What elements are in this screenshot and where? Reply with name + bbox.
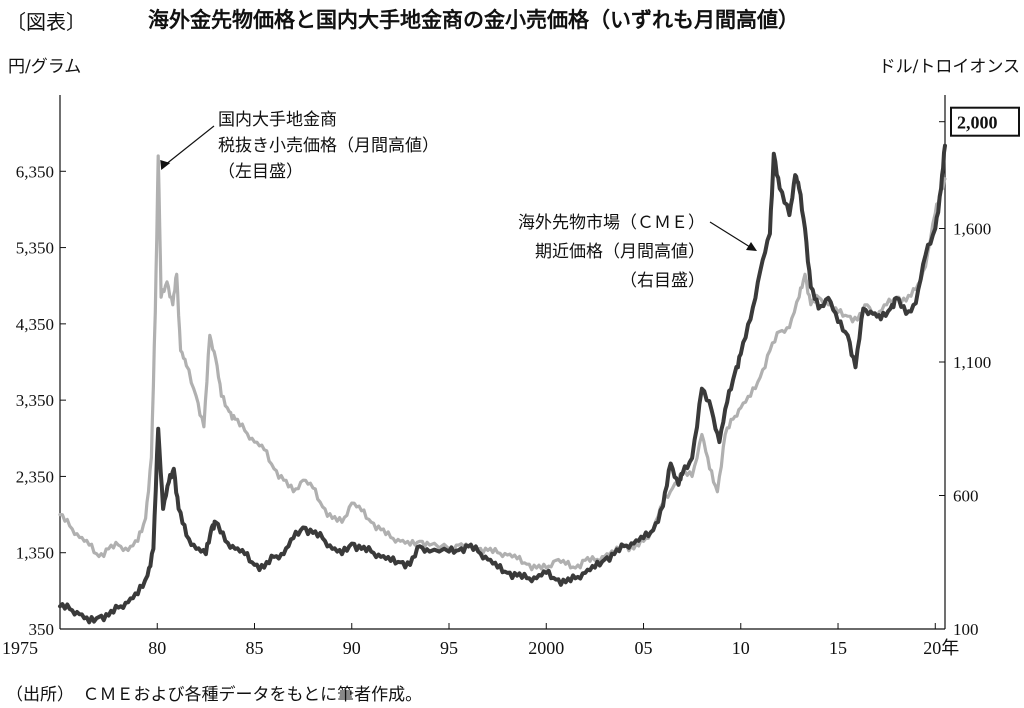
x-tick-label: 80 [148,638,166,658]
series-label-domestic: （左目盛） [218,162,303,181]
arrowhead-cme [746,242,757,251]
series-label-cme: 海外先物市場（ＣＭＥ） [518,213,705,232]
left-tick-label: 6,350 [16,162,54,181]
left-tick-label: 2,350 [16,467,54,486]
series-label-domestic: 税抜き小売価格（月間高値） [218,136,439,155]
source-note: （出所） ＣＭＥおよび各種データをもとに筆者作成。 [6,685,423,705]
x-tick-label: 1975 [2,638,38,658]
axes-layer: 350 1,350 2,350 3,350 4,350 5,350 6,350 100 600 1… [2,95,1020,658]
x-tick-label: 15 [829,638,847,658]
right-tick-label: 100 [953,620,979,639]
left-tick-label: 350 [29,620,55,639]
x-tick-label: 10 [732,638,750,658]
x-tick-label: 85 [246,638,264,658]
domestic-retail-price-line [58,154,947,572]
series-label-cme: 期近価格（月間高値） [535,242,705,261]
right-tick-label: 600 [953,487,979,506]
left-tick-label: 3,350 [16,391,54,410]
right-tick-label: 2,000 [957,113,998,133]
cme-futures-price-line [58,143,947,625]
x-tick-label: 90 [343,638,361,658]
right-axis-unit: ドル/トロイオンス [878,57,1020,77]
x-tick-label: 95 [440,638,458,658]
left-axis-unit: 円/グラム [8,57,82,77]
right-tick-label: 1,600 [953,220,991,239]
figure-label: 〔図表〕 [6,10,86,34]
chart-title: 海外金先物価格と国内大手地金商の金小売価格（いずれも月間高値） [148,8,799,32]
left-tick-label: 4,350 [16,315,54,334]
series-label-cme: （右目盛） [620,271,705,290]
right-tick-label-box [950,106,1020,137]
left-tick-label: 1,350 [16,544,54,563]
arrow-domestic [165,125,215,165]
x-tick-label: 05 [635,638,653,658]
series-label-domestic: 国内大手地金商 [218,110,337,129]
left-tick-label: 5,350 [16,239,54,258]
arrow-cme [709,221,751,248]
x-tick-label: 2000 [528,638,564,658]
series-layer [58,143,947,625]
arrowhead-domestic [160,160,171,171]
x-tick-label: 20年 [923,638,959,658]
right-tick-label: 1,100 [953,353,991,372]
